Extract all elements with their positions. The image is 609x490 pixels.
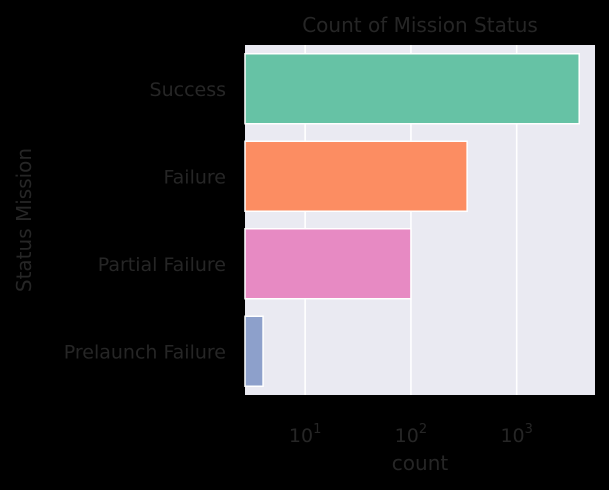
bar-failure — [244, 140, 468, 212]
category-label: Failure — [163, 166, 226, 188]
y-tick-labels: Success Failure Partial Failure Prelaunch F… — [64, 79, 226, 364]
category-label: Prelaunch Failure — [64, 341, 226, 363]
x-tick-label: 102 — [395, 422, 427, 447]
y-axis-label: Status Mission — [12, 148, 36, 292]
bar-success — [244, 53, 580, 125]
category-label: Success — [150, 79, 226, 101]
x-tick-label: 103 — [500, 422, 532, 447]
chart-title: Count of Mission Status — [302, 13, 538, 37]
x-tick-labels: 101 102 103 — [289, 422, 533, 447]
bars — [244, 53, 580, 387]
x-tick-label: 101 — [289, 422, 321, 447]
category-label: Partial Failure — [98, 254, 226, 276]
x-axis-label: count — [392, 451, 449, 475]
bar-partial-failure — [244, 228, 412, 300]
bar-prelaunch-failure — [244, 315, 264, 387]
